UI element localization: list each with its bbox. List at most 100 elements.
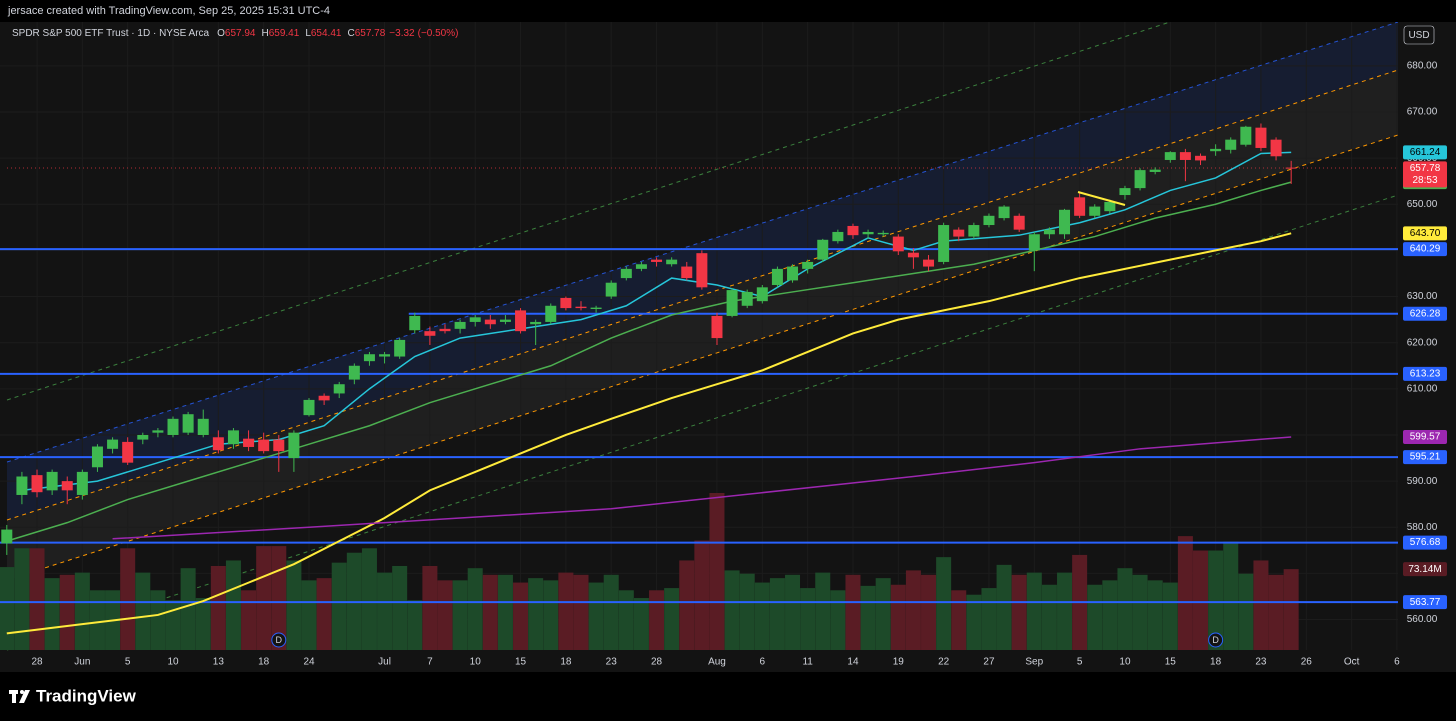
level-label-bg <box>1403 535 1447 550</box>
candle-body <box>802 261 814 269</box>
moving-average <box>6 232 1292 635</box>
legend-key: C <box>347 28 354 39</box>
x-tick-label: 10 <box>1119 657 1131 668</box>
candle-body <box>620 268 632 279</box>
y-tick-label: 650.00 <box>1407 199 1438 210</box>
level-label-bg <box>1403 595 1447 610</box>
volume-bar <box>1253 560 1269 650</box>
candle-body <box>817 239 829 260</box>
credit: jersace created with TradingView.com, Se… <box>8 5 331 17</box>
legend-value: 657.94 <box>225 28 256 39</box>
level-label: 595.21 <box>1410 452 1441 463</box>
candle-body <box>182 414 194 433</box>
volume-bar <box>195 598 211 650</box>
volume-bar <box>1193 550 1209 650</box>
candle-body <box>1074 197 1086 216</box>
volume-bar <box>180 568 196 650</box>
x-tick-label: 6 <box>760 657 766 668</box>
volume-bar <box>14 548 30 650</box>
x-tick-label: Oct <box>1344 657 1360 668</box>
change: −3.32 <box>389 28 415 39</box>
countdown: 28:53 <box>1412 175 1437 186</box>
x-tick-label: Sep <box>1025 657 1043 668</box>
candle-body <box>318 395 330 401</box>
logo-icon <box>9 690 30 703</box>
candle-body <box>1089 206 1101 216</box>
candle-body <box>741 291 753 306</box>
volume-bar <box>830 590 846 650</box>
x-tick-label: 15 <box>1165 657 1177 668</box>
x-tick-label: 5 <box>1077 657 1083 668</box>
channel-line <box>6 22 1399 463</box>
x-tick-label: 7 <box>427 657 433 668</box>
currency-button[interactable] <box>1403 25 1435 45</box>
candle-body <box>227 430 239 445</box>
candle-body <box>348 365 360 380</box>
volume-bar <box>165 600 181 650</box>
y-tick-label: 680.00 <box>1407 60 1438 71</box>
volume-bar <box>845 574 861 650</box>
volume-bar <box>1026 572 1042 650</box>
volume-bar <box>1087 584 1103 650</box>
candle-body <box>681 266 693 279</box>
y-tick-label: 620.00 <box>1407 337 1438 348</box>
candle-body <box>530 321 542 325</box>
level-label-bg <box>1403 242 1447 257</box>
volume-bar <box>981 588 997 650</box>
event-marker <box>1208 632 1224 648</box>
candle-body <box>771 268 783 286</box>
volume-bar <box>467 568 483 650</box>
x-tick-label: 22 <box>938 657 950 668</box>
volume-bar <box>709 493 725 650</box>
logo-text: TradingView <box>36 686 137 705</box>
volume-bar <box>316 578 332 650</box>
volume-bar <box>1223 541 1239 650</box>
level-label: 640.29 <box>1410 244 1441 255</box>
candle-body <box>590 307 602 310</box>
candle-body <box>1195 155 1207 161</box>
legend-key: H <box>261 28 268 39</box>
candle-body <box>1028 234 1040 251</box>
trend-drawing <box>1077 191 1126 206</box>
x-tick-label: 24 <box>303 657 315 668</box>
volume-bar <box>528 578 544 650</box>
volume-bar <box>679 560 695 650</box>
candle-body <box>379 354 391 357</box>
candle-body <box>923 259 935 267</box>
volume-bar <box>664 588 680 650</box>
y-tick-label: 610.00 <box>1407 383 1438 394</box>
channel-line <box>6 134 1399 581</box>
candle-body <box>152 430 164 433</box>
y-tick-label: 590.00 <box>1407 476 1438 487</box>
price-label: 657.78 <box>1410 163 1441 174</box>
candle-body <box>998 206 1010 219</box>
x-tick-label: 5 <box>125 657 131 668</box>
candle-body <box>726 290 738 316</box>
volume-bar <box>482 574 498 650</box>
level-label-bg <box>1403 450 1447 465</box>
candle-body <box>1164 152 1176 160</box>
candle-body <box>847 225 859 236</box>
channel-line <box>6 69 1399 521</box>
logo-part <box>12 690 16 703</box>
candle-body <box>288 432 300 459</box>
volume-bar <box>1057 572 1073 650</box>
event-marker <box>271 632 287 648</box>
candle-body <box>273 439 285 452</box>
candle-body <box>560 297 572 309</box>
y-tick-label: 560.00 <box>1407 614 1438 625</box>
candle-body <box>394 339 406 357</box>
currency[interactable]: USD <box>1408 30 1429 41</box>
price-label: 599.57 <box>1410 432 1441 443</box>
x-tick-label: Jul <box>378 657 391 668</box>
candle-body <box>212 437 224 451</box>
price-label-bg <box>1403 161 1447 188</box>
volume-label: 73.14M <box>1408 564 1441 575</box>
candle-body <box>1059 209 1071 235</box>
y-tick-label: 580.00 <box>1407 522 1438 533</box>
axes: 560.00570.00580.00590.00600.00610.00620.… <box>31 60 1447 668</box>
candle-body <box>877 232 889 235</box>
volume-bar <box>890 584 906 650</box>
candle-body <box>333 384 345 394</box>
candle-body <box>696 253 708 288</box>
